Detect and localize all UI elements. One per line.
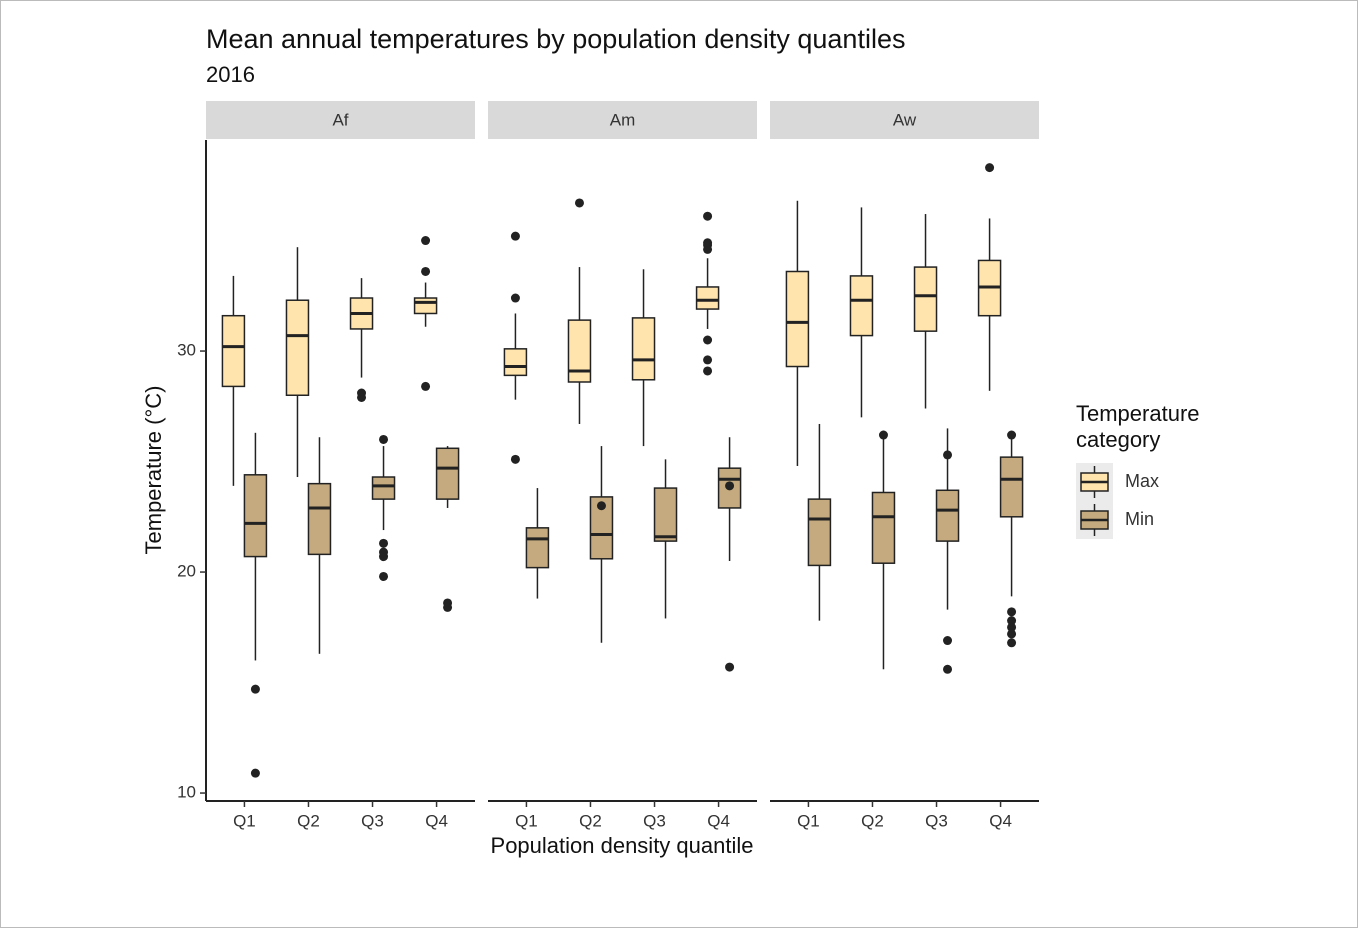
y-tick-label: 20	[177, 562, 196, 581]
box	[653, 487, 678, 542]
box	[435, 447, 460, 500]
box	[413, 297, 438, 315]
outlier	[703, 211, 713, 221]
facet-label: Aw	[893, 110, 917, 129]
facet-label: Am	[610, 110, 636, 129]
x-tick-label: Q3	[643, 811, 666, 830]
outlier	[596, 501, 606, 511]
outlier	[574, 198, 584, 208]
x-tick-label: Q3	[361, 811, 384, 830]
box	[695, 286, 720, 310]
outlier	[421, 266, 431, 276]
box	[221, 314, 246, 388]
outlier	[1007, 638, 1017, 648]
outlier	[510, 293, 520, 303]
outlier	[1007, 607, 1017, 617]
x-tick-label: Q4	[425, 811, 448, 830]
facet-strip	[206, 101, 475, 139]
outlier	[703, 355, 713, 365]
outlier	[357, 392, 367, 402]
x-tick-label: Q2	[579, 811, 602, 830]
x-tick-label: Q1	[233, 811, 256, 830]
box	[935, 489, 960, 542]
box	[999, 456, 1024, 518]
box	[525, 527, 550, 569]
outlier	[1007, 616, 1017, 626]
legend-title: Temperature category	[1076, 401, 1200, 452]
outlier	[510, 231, 520, 241]
outlier	[943, 664, 953, 674]
outlier	[421, 381, 431, 391]
outlier	[1007, 629, 1017, 639]
legend-label: Min	[1125, 509, 1154, 529]
box	[589, 496, 614, 560]
outlier	[703, 335, 713, 345]
x-tick-label: Q2	[297, 811, 320, 830]
facet-strip	[488, 101, 757, 139]
box	[631, 317, 656, 381]
box	[285, 299, 310, 397]
outlier	[379, 552, 389, 562]
box	[243, 474, 268, 558]
box	[503, 348, 528, 377]
x-tick-label: Q4	[989, 811, 1012, 830]
outlier	[985, 163, 995, 173]
outlier	[250, 768, 260, 778]
y-tick-label: 10	[177, 783, 196, 802]
outlier	[725, 481, 735, 491]
chart-title: Mean annual temperatures by population d…	[206, 24, 905, 54]
outlier	[943, 636, 953, 646]
outlier	[379, 434, 389, 444]
x-tick-label: Q3	[925, 811, 948, 830]
box	[567, 319, 592, 383]
box	[871, 491, 896, 564]
outlier	[421, 236, 431, 246]
x-tick-label: Q1	[515, 811, 538, 830]
x-tick-label: Q4	[707, 811, 730, 830]
box	[307, 482, 332, 556]
outlier	[1007, 622, 1017, 632]
x-axis-title: Population density quantile	[491, 833, 754, 858]
box	[785, 270, 810, 368]
outlier	[703, 244, 713, 254]
outlier	[703, 366, 713, 376]
outlier	[878, 430, 888, 440]
chart-subtitle: 2016	[206, 62, 255, 87]
y-axis-title: Temperature (°C)	[141, 386, 166, 555]
box	[371, 476, 396, 500]
box	[913, 266, 938, 332]
outlier	[1007, 430, 1017, 440]
outlier	[443, 602, 453, 612]
legend-label: Max	[1125, 471, 1159, 491]
facet-strip	[770, 101, 1039, 139]
x-tick-label: Q2	[861, 811, 884, 830]
outlier	[250, 684, 260, 694]
outlier	[379, 571, 389, 581]
box	[807, 498, 832, 567]
outlier	[725, 662, 735, 672]
y-tick-label: 30	[177, 341, 196, 360]
outlier	[943, 450, 953, 460]
outlier	[379, 538, 389, 548]
outlier	[510, 454, 520, 464]
x-tick-label: Q1	[797, 811, 820, 830]
box	[849, 275, 874, 337]
facet-label: Af	[332, 110, 348, 129]
